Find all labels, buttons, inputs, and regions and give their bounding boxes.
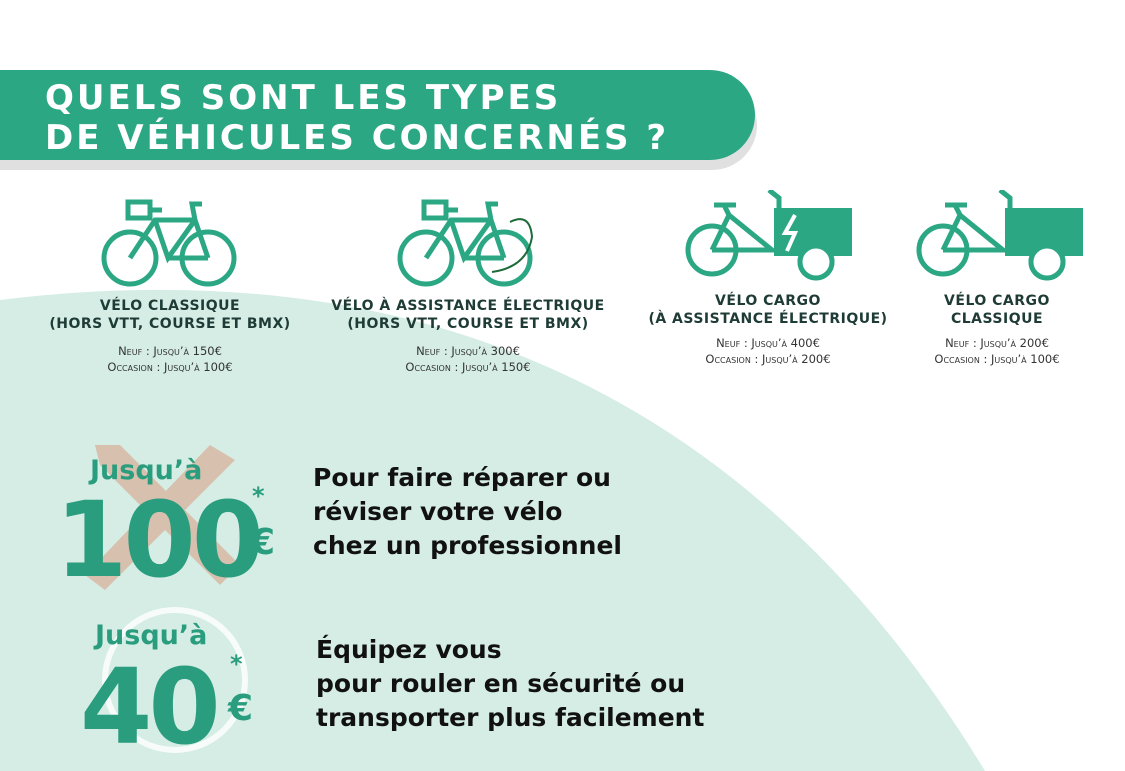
offer-text: chez un professionnel — [313, 531, 622, 560]
vehicle-name: (HORS VTT, COURSE ET BMX) — [347, 316, 589, 332]
offer-currency: € — [250, 522, 276, 563]
ebike-icon — [400, 202, 530, 284]
cargo-e-icon — [688, 190, 852, 278]
offer-text: Équipez vous — [316, 635, 502, 664]
vehicle-name: CLASSIQUE — [950, 311, 1044, 327]
price-used: Occasion : Jusqu’à 100€ — [934, 352, 1060, 366]
price-used: Occasion : Jusqu’à 200€ — [705, 352, 831, 366]
price-new: Neuf : Jusqu’à 400€ — [716, 336, 820, 350]
vehicle-name: VÉLO À ASSISTANCE ÉLECTRIQUE — [331, 298, 605, 314]
cargo-icon — [919, 190, 1083, 278]
helmet-icon — [102, 607, 248, 753]
title-line: QUELS SONT LES TYPES — [45, 78, 562, 118]
offer-text: pour rouler en sécurité ou — [316, 669, 686, 698]
offer-star: * — [252, 482, 265, 510]
cable — [491, 218, 534, 273]
offer-prefix: Jusqu’à — [90, 455, 203, 486]
offer-amount: 40 — [80, 646, 221, 768]
offer-star: * — [230, 650, 243, 678]
vehicle-name: (À ASSISTANCE ÉLECTRIQUE) — [648, 311, 888, 327]
price-new: Neuf : Jusqu’à 300€ — [416, 344, 520, 358]
header-band — [0, 70, 755, 160]
title-line: DE VÉHICULES CONCERNÉS ? — [45, 118, 670, 158]
offer-prefix: Jusqu’à — [95, 620, 208, 651]
price-new: Neuf : Jusqu’à 150€ — [118, 344, 222, 358]
offer-currency: € — [228, 688, 254, 729]
vehicle-name: (HORS VTT, COURSE ET BMX) — [49, 316, 291, 332]
price-new: Neuf : Jusqu’à 200€ — [945, 336, 1049, 350]
offer-amount: 100 — [55, 479, 264, 601]
offer-text: transporter plus facilement — [316, 703, 705, 732]
tools-icon — [85, 445, 240, 590]
mint-shape — [0, 289, 985, 771]
offer-text: réviser votre vélo — [313, 497, 563, 526]
offer-text: Pour faire réparer ou — [313, 463, 611, 492]
price-used: Occasion : Jusqu’à 150€ — [405, 360, 531, 374]
price-used: Occasion : Jusqu’à 100€ — [107, 360, 233, 374]
bolt — [781, 214, 799, 252]
vehicle-name: VÉLO CLASSIQUE — [99, 298, 241, 314]
vehicle-name: VÉLO CARGO — [944, 293, 1050, 309]
vehicle-name: VÉLO CARGO — [715, 293, 821, 309]
bike-icon — [104, 202, 234, 284]
